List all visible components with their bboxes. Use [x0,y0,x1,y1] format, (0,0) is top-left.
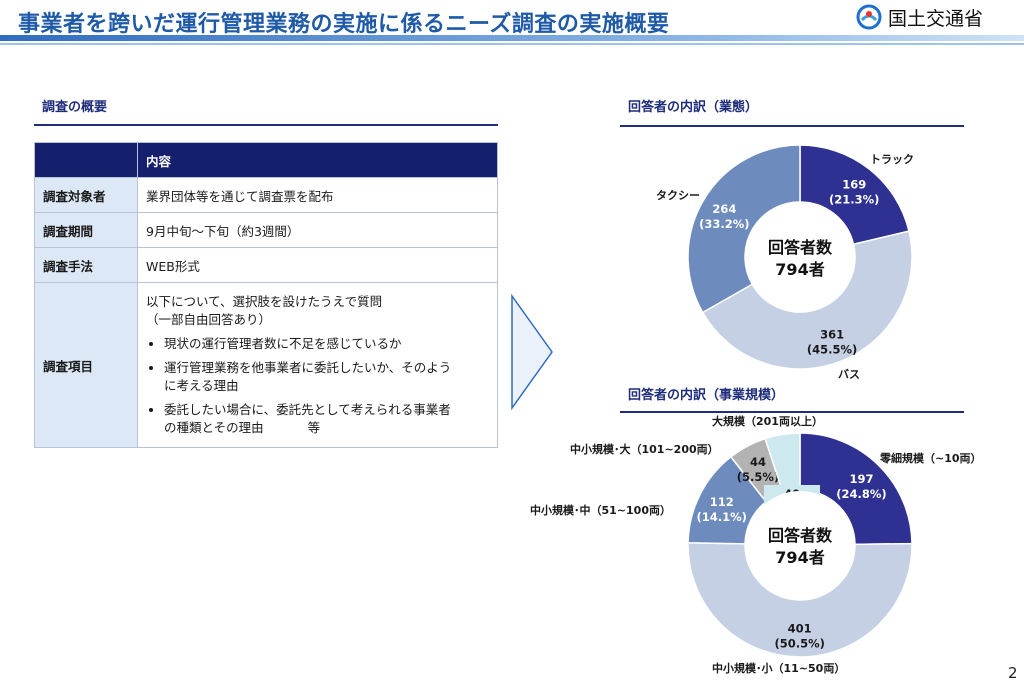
center-value: 794者 [775,548,824,567]
items-list: 現状の運行管理者数に不足を感じているか 運行管理業務を他事業者に委託したいか、そ… [146,335,489,437]
slice-category-label: 大規模（201両以上） [712,414,823,428]
data-label-value: 361 [820,327,844,341]
data-label-value: 264 [712,202,736,216]
table-row: 調査項目 以下について、選択肢を設けたうえで質問 （一部自由回答あり） 現状の運… [34,282,498,448]
flow-arrow-icon [511,294,553,410]
donut-hole [746,203,854,311]
slice-category-label: 中小規模･中（51~100両） [530,503,671,517]
data-label-value: 112 [710,495,734,509]
items-intro-line: 以下について、選択肢を設けたうえで質問 [146,294,383,309]
data-label-value: 169 [842,177,866,191]
donut-hole [746,491,854,599]
list-item-text: の種類とその理由 [164,420,264,435]
list-item: 委託したい場合に、委託先として考えられる事業者 の種類とその理由 等 [164,401,489,437]
center-value: 794者 [775,260,824,279]
pie-slice [799,144,910,246]
table-header-blank [34,142,138,178]
list-item-line: に考える理由 [164,378,239,393]
header-divider-thin [0,43,1024,45]
chart-rule-business-type [620,125,964,127]
items-intro: 以下について、選択肢を設けたうえで質問 （一部自由回答あり） [146,293,489,329]
data-label-percent: (5.5%) [737,470,779,484]
center-label: 回答者数 [768,238,833,257]
table-row: 調査対象者 業界団体等を通じて調査票を配布 [34,177,498,213]
pie-slice [799,432,913,546]
data-label-value: 401 [788,621,812,635]
slice-category-label: トラック [870,153,914,166]
slice-category-label: 零細規模（~10両） [879,451,982,465]
table-row: 調査手法 WEB形式 [34,247,498,283]
data-label-percent: (24.8%) [836,487,886,501]
list-item: 現状の運行管理者数に不足を感じているか [164,335,489,353]
donut-chart-business-type: 169(21.3%) トラック 361(45.5%) バス 264(33.2%) タクシー… [656,144,914,381]
list-item-line: 運行管理業務を他事業者に委託したいか、そのよう [164,360,452,375]
chart-rule-business-size [620,411,964,413]
header-divider [0,35,1024,41]
row-value: 業界団体等を通じて調査票を配布 [137,177,498,213]
row-key: 調査手法 [34,247,138,283]
overview-section-rule [34,124,498,126]
center-label: 回答者数 [768,526,833,545]
chart-title-business-type: 回答者の内訳（業態） [628,100,759,115]
slice-category-label: タクシー [656,189,700,202]
pie-slice [687,144,801,314]
slice-category-label: 中小規模･大（101~200両） [570,442,719,456]
data-label-value: 197 [849,472,873,486]
pie-slice [687,542,913,658]
list-item: 運行管理業務を他事業者に委託したいか、そのよう に考える理由 [164,359,489,395]
donut-chart-business-size: 197(24.8%) 零細規模（~10両） 401(50.5%) 中小規模･小（11~… [530,414,982,675]
mlit-logo-icon [856,4,882,30]
table-header-content: 内容 [137,142,498,178]
list-item-line: の種類とその理由 等 [164,419,489,437]
ministry-name: 国土交通省 [888,7,984,30]
row-key: 調査項目 [34,282,138,448]
row-value: WEB形式 [137,247,498,283]
data-label-percent: (14.1%) [696,510,746,524]
data-label-percent: (21.3%) [829,192,879,206]
chart-title-business-size: 回答者の内訳（事業規模） [628,388,785,403]
items-intro-line: （一部自由回答あり） [146,312,272,327]
row-value: 9月中旬～下旬（約3週間） [137,212,498,248]
list-item-suffix: 等 [307,420,321,435]
slice-category-label: 中小規模･小（11~50両） [712,661,845,675]
page-number: 2 [1008,664,1018,682]
data-label-percent: (33.2%) [699,217,749,231]
list-item-line: 現状の運行管理者数に不足を感じているか [164,336,402,351]
table-row: 調査期間 9月中旬～下旬（約3週間） [34,212,498,248]
slide-header: 事業者を跨いだ運行管理業務の実施に係るニーズ調査の実施概要 国土交通省 [0,0,1024,48]
slice-category-label: バス [838,368,860,381]
row-value-items: 以下について、選択肢を設けたうえで質問 （一部自由回答あり） 現状の運行管理者数… [137,282,498,448]
data-label-value: 44 [750,455,766,469]
pie-slice [701,230,913,370]
page-title: 事業者を跨いだ運行管理業務の実施に係るニーズ調査の実施概要 [18,12,670,37]
row-key: 調査期間 [34,212,138,248]
ministry-branding: 国土交通省 [856,2,983,32]
data-label-percent: (45.5%) [807,342,857,356]
list-item-line: 委託したい場合に、委託先として考えられる事業者 [164,402,451,417]
row-key: 調査対象者 [34,177,138,213]
overview-table: 内容 調査対象者 業界団体等を通じて調査票を配布 調査期間 9月中旬～下旬（約3… [34,142,498,448]
data-label-percent: (50.5%) [774,636,824,650]
overview-section-title: 調査の概要 [42,100,108,115]
